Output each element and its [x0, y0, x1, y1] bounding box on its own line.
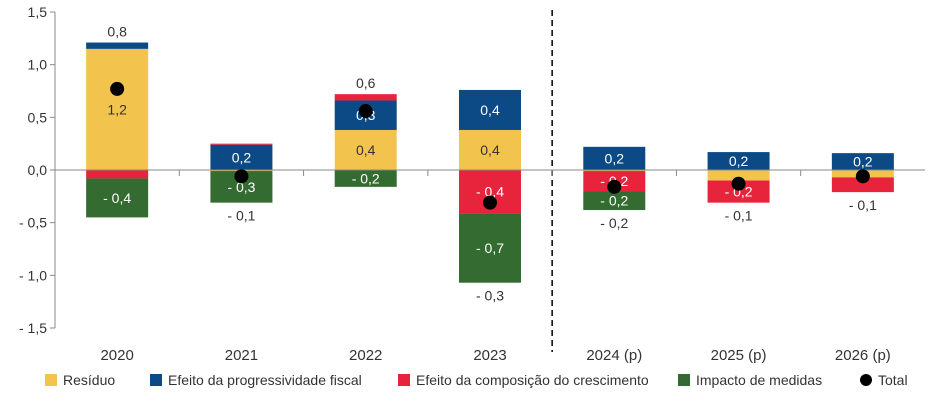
total-dot [607, 179, 622, 194]
x-category-label: 2024 (p) [586, 347, 642, 364]
y-tick-label: - 0,5 [19, 215, 47, 231]
bar-segment [334, 129, 397, 170]
segment-label: 0,4 [480, 142, 500, 158]
total-label: - 0,3 [476, 288, 504, 304]
total-dot [234, 169, 249, 184]
bar-segment [583, 146, 646, 170]
x-category-label: 2022 [349, 347, 382, 364]
bar-segment [334, 94, 397, 101]
total-dot [358, 104, 373, 119]
x-category-label: 2023 [473, 347, 506, 364]
legend-label: Total [878, 372, 908, 388]
bar-segment [86, 48, 149, 170]
bar-segment [707, 170, 770, 181]
segment-label: - 0,4 [103, 190, 131, 206]
segment-label: 0,2 [232, 149, 252, 165]
bar-segment [210, 144, 273, 170]
segment-label: 0,4 [480, 102, 500, 118]
y-tick-label: 1,0 [28, 57, 48, 73]
y-tick-label: 0,5 [28, 109, 48, 125]
segment-label: - 0,2 [600, 193, 628, 209]
total-dot [855, 169, 870, 184]
bar-segment [334, 170, 397, 187]
segment-label: - 0,2 [725, 184, 753, 200]
segment-label: 0,2 [605, 150, 625, 166]
legend-swatch [150, 374, 162, 386]
bar-segment [86, 170, 149, 179]
segment-label: 0,2 [729, 153, 749, 169]
x-category-label: 2020 [100, 347, 133, 364]
y-tick-label: 1,5 [28, 4, 48, 20]
y-tick-label: 0,0 [28, 162, 48, 178]
bar-segment [831, 177, 894, 193]
segment-label: 0,2 [853, 154, 873, 170]
bar-segment [707, 152, 770, 170]
total-layer: 0,8 - 0,1 0,6 - 0,3 - 0,2 - 0,1 - 0,1 [107, 24, 877, 304]
x-category-label: 2025 (p) [711, 347, 767, 364]
bar-segment [707, 180, 770, 203]
legend-label: Efeito da progressividade fiscal [168, 372, 362, 388]
total-label: - 0,1 [849, 197, 877, 213]
label-layer: 1,2- 0,40,2- 0,30,40,3- 0,20,40,4- 0,4- … [103, 101, 873, 256]
bar-segment [86, 178, 149, 218]
legend-swatch [678, 374, 690, 386]
total-dot [110, 81, 125, 96]
axis-layer: 1,5 1,0 0,5 0,0 - 0,5 - 1,0 - 1,5 2020 2021 2022 2… [19, 4, 891, 364]
legend-label: Efeito da composição do crescimento [416, 372, 649, 388]
legend-label: Impacto de medidas [696, 372, 822, 388]
total-dot [731, 176, 746, 191]
segment-label: - 0,4 [476, 184, 504, 200]
bar-segment [210, 143, 273, 145]
y-tick-label: - 1,0 [19, 267, 47, 283]
segment-label: 0,4 [356, 142, 376, 158]
segment-label: - 0,2 [352, 170, 380, 186]
total-label: - 0,1 [227, 208, 255, 224]
total-label: - 0,1 [725, 208, 753, 224]
segment-label: - 0,7 [476, 240, 504, 256]
y-tick-label: - 1,5 [19, 320, 47, 336]
bar-segment [459, 213, 521, 283]
x-category-label: 2026 (p) [835, 347, 891, 364]
total-label: 0,6 [356, 75, 376, 91]
bar-segment [86, 42, 149, 49]
legend-label: Resíduo [63, 372, 115, 388]
bar-segment [459, 89, 521, 130]
legend-swatch-total [860, 374, 872, 386]
bar-segment [583, 191, 646, 211]
segment-label: - 0,3 [227, 179, 255, 195]
total-label: - 0,2 [600, 215, 628, 231]
x-category-label: 2021 [225, 347, 258, 364]
legend: Resíduo Efeito da progressividade fiscal E… [45, 372, 908, 388]
zero-layer [55, 169, 925, 176]
total-label: 0,8 [107, 24, 127, 40]
total-dot [483, 195, 497, 210]
bar-segment [583, 170, 646, 172]
bar-segment [459, 129, 521, 170]
bar-segment [831, 153, 894, 170]
legend-swatch [45, 374, 57, 386]
segment-label: 1,2 [107, 101, 127, 117]
legend-swatch [398, 374, 410, 386]
